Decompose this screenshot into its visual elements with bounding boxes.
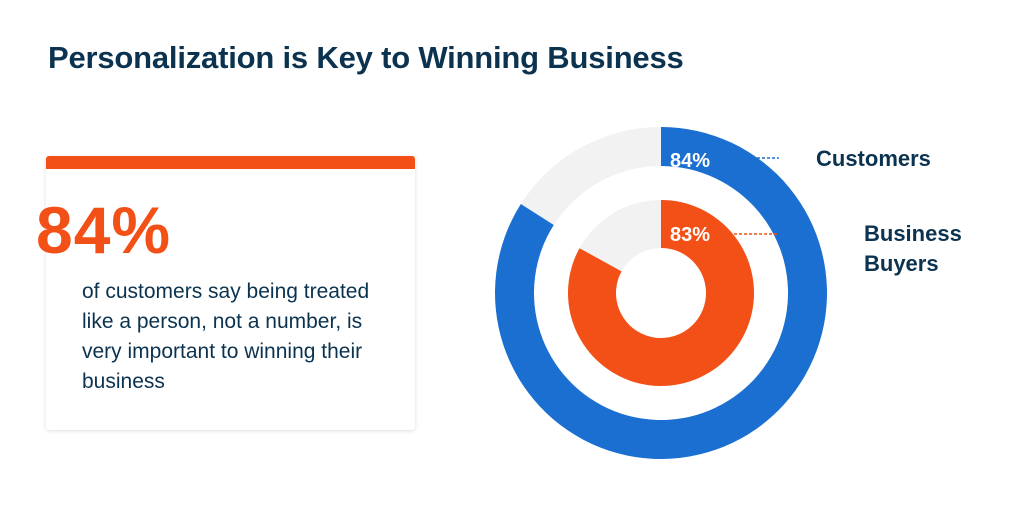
business-buyers-slice (567, 200, 755, 386)
business-buyers-value-label: 83% (670, 224, 710, 246)
business-buyers-legend-label: Buyers (864, 251, 939, 276)
stat-description: of customers say being treated like a pe… (82, 280, 370, 393)
stat-value: 84% (36, 193, 172, 267)
customers-remainder-slice (520, 126, 661, 225)
business-buyers-legend-label: Business (864, 221, 962, 246)
page-title: Personalization is Key to Winning Busine… (48, 40, 684, 75)
card-accent-bar (46, 156, 415, 169)
business-buyers-remainder-slice (579, 200, 661, 272)
customers-value-label: 84% (670, 150, 710, 172)
stat-card (46, 156, 415, 430)
customers-legend-label: Customers (816, 146, 931, 171)
